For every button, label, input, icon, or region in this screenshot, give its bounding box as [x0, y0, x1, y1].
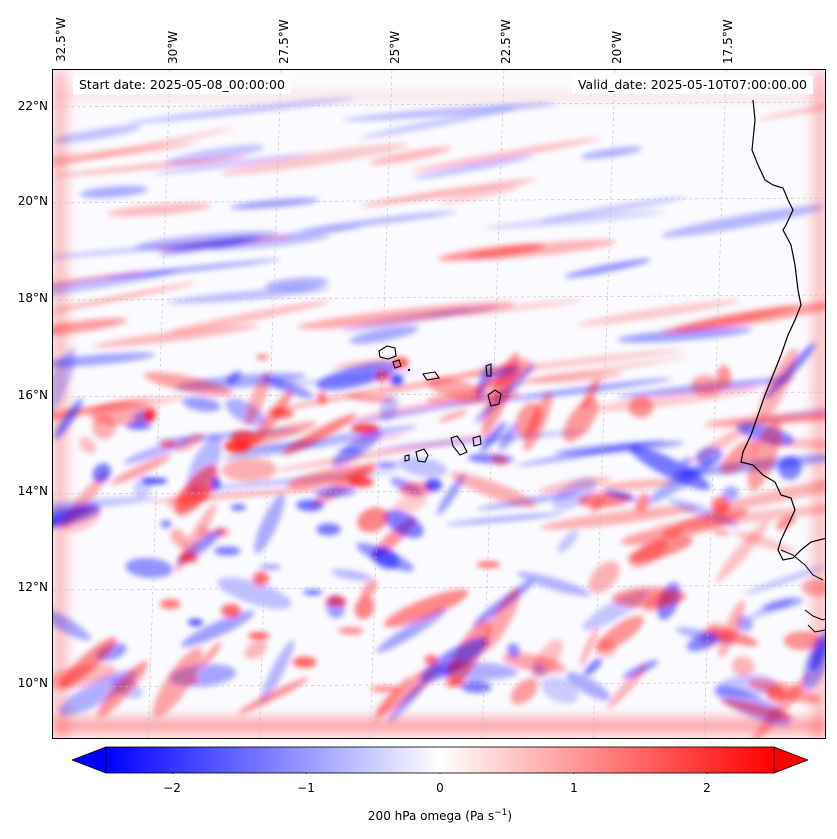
- coast-fragment: [807, 624, 825, 633]
- longitude-label: 22.5°W: [499, 19, 513, 64]
- colorbar-tick-label: −2: [163, 781, 181, 795]
- omega-field-plot: [53, 70, 825, 738]
- longitude-label: 17.5°W: [721, 19, 735, 64]
- island-coastline: [487, 389, 502, 407]
- meridian-line: [258, 70, 282, 738]
- island-coastline: [378, 345, 397, 360]
- latitude-label: 18°N: [17, 291, 48, 305]
- latitude-label: 10°N: [17, 676, 48, 690]
- island-coastline: [392, 359, 402, 369]
- longitude-label: 30°W: [166, 30, 180, 64]
- island-coastline: [407, 368, 411, 372]
- colorbar-extend-min: [72, 746, 107, 774]
- colorbar-tick-label: −1: [297, 781, 315, 795]
- meridian-line: [147, 70, 171, 738]
- colorbar-tick-label: 0: [436, 781, 444, 795]
- parallel-line: [53, 294, 825, 301]
- guinea-coastline: [780, 549, 824, 581]
- parallel-line: [53, 488, 825, 495]
- colorbar-tick-label: 2: [703, 781, 711, 795]
- colorbar-extend-max: [773, 746, 808, 774]
- omega-cells: [53, 342, 825, 738]
- coastlines: [378, 99, 825, 633]
- island-coastline: [485, 363, 492, 377]
- island-coastline: [422, 371, 440, 381]
- latitude-label: 14°N: [17, 484, 48, 498]
- colorbar-gradient: [105, 746, 775, 774]
- latitude-label: 12°N: [17, 580, 48, 594]
- africa-coastline: [740, 99, 825, 561]
- latitude-label: 16°N: [17, 388, 48, 402]
- longitude-label: 27.5°W: [277, 19, 291, 64]
- parallel-line: [53, 584, 825, 591]
- island-coastline: [415, 448, 429, 463]
- island-coastline: [404, 454, 410, 462]
- colorbar: [72, 746, 808, 774]
- coast-fragment: [804, 609, 825, 621]
- island-coastline: [450, 435, 468, 456]
- meridian-line: [703, 70, 727, 738]
- omega-field: [53, 70, 825, 738]
- meridian-line: [481, 70, 505, 738]
- omega-map: [52, 69, 826, 739]
- valid-date-label: Valid_date: 2025-05-10T07:00:00.00: [571, 76, 813, 94]
- longitude-label: 20°W: [610, 30, 624, 64]
- colorbar-tickmarks: [172, 773, 708, 774]
- parallel-line: [53, 197, 825, 204]
- longitude-label: 25°W: [388, 30, 402, 64]
- colorbar-tick-label: 1: [570, 781, 578, 795]
- start-date-label: Start date: 2025-05-08_00:00:00: [73, 76, 291, 94]
- boundary-band: [53, 70, 825, 738]
- meridian-line: [592, 70, 616, 738]
- meridian-line: [369, 70, 393, 738]
- latitude-label: 22°N: [17, 99, 48, 113]
- longitude-label: 32.5°W: [54, 17, 68, 62]
- colorbar-label: 200 hPa omega (Pa s−1): [367, 808, 513, 823]
- island-coastline: [472, 435, 482, 447]
- latitude-label: 20°N: [17, 194, 48, 208]
- graticule: [53, 70, 825, 738]
